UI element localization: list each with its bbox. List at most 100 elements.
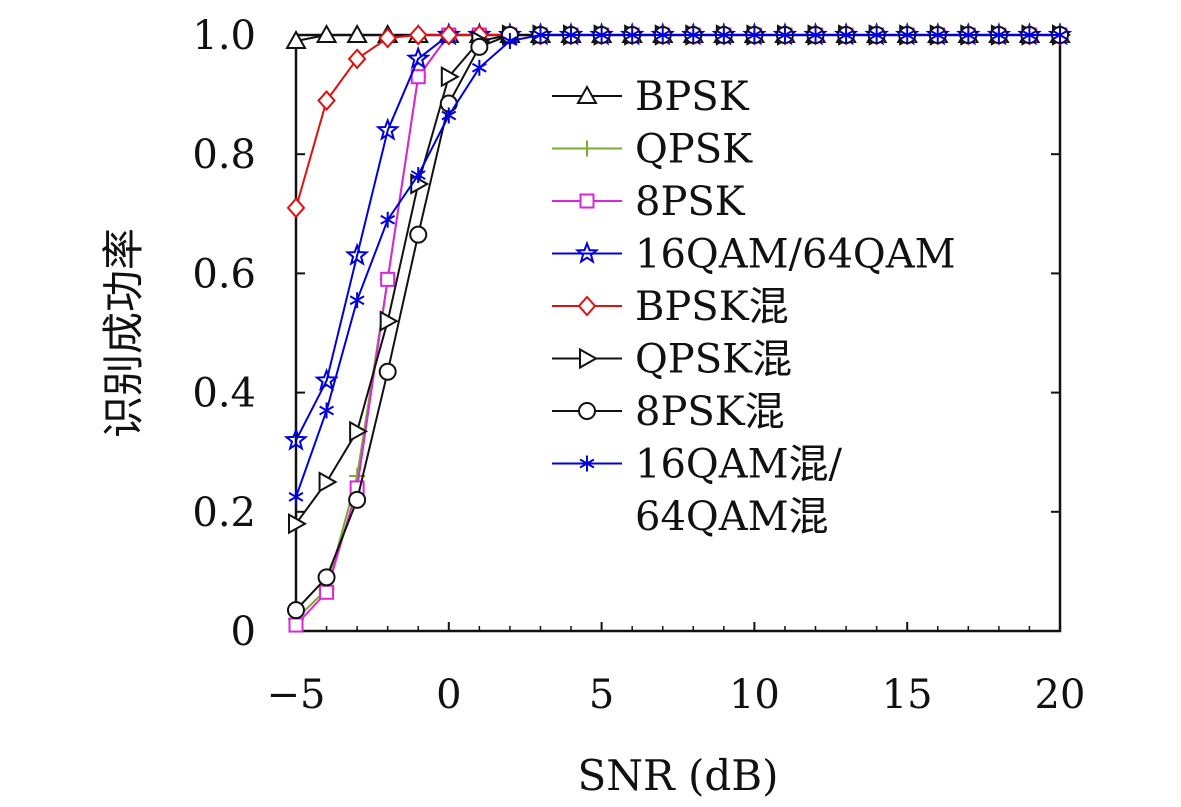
y-tick-label: 0 — [231, 609, 256, 655]
data-point — [502, 32, 518, 49]
legend-label: 8PSK混 — [635, 389, 785, 435]
legend-label: 8PSK — [635, 179, 746, 225]
data-point — [960, 27, 976, 43]
data-point — [576, 84, 598, 104]
data-point — [286, 197, 306, 219]
data-point — [317, 568, 336, 587]
legend-item: 8PSK — [552, 179, 746, 225]
legend: BPSK QPSK 8PSK 16QAM/64QAM BPSK混 QPSK混 8PSK混 16… — [552, 74, 956, 540]
legend-label: QPSK混 — [635, 337, 792, 383]
legend-item: BPSK混 — [552, 284, 789, 330]
data-point — [716, 27, 732, 43]
data-point — [344, 242, 370, 266]
data-point — [347, 48, 367, 70]
data-point — [349, 420, 369, 443]
data-point — [349, 292, 365, 309]
data-point — [899, 27, 915, 43]
data-point — [574, 240, 600, 264]
data-point — [930, 27, 946, 43]
legend-item: QPSK混 — [552, 337, 792, 383]
data-point — [777, 27, 793, 43]
data-point — [315, 23, 338, 43]
y-tick-label: 0.2 — [192, 490, 256, 536]
data-point — [869, 27, 885, 43]
data-point — [838, 27, 854, 43]
data-point — [318, 471, 338, 493]
series-16QAM混/64QAM混 — [288, 27, 1068, 505]
data-point — [380, 271, 396, 287]
data-point — [285, 29, 307, 49]
series-line — [295, 34, 1060, 498]
data-point — [578, 402, 596, 420]
data-point — [288, 488, 304, 505]
legend-item: 16QAM混/ — [552, 442, 843, 488]
data-point — [319, 402, 334, 419]
data-point — [346, 23, 368, 43]
y-tick-label: 1.0 — [192, 13, 256, 59]
x-tick-label: −5 — [267, 672, 326, 718]
data-point — [375, 117, 400, 141]
legend-label: 16QAM混/ — [635, 442, 843, 488]
data-point — [410, 167, 426, 184]
data-point — [314, 367, 339, 392]
data-point — [991, 27, 1007, 43]
data-point — [533, 27, 548, 43]
data-point — [579, 455, 595, 472]
data-point — [440, 66, 460, 88]
data-point — [655, 27, 671, 43]
legend-item: 8PSK混 — [552, 389, 785, 435]
data-point — [685, 27, 701, 43]
data-point — [1022, 27, 1037, 43]
legend-label: BPSK混 — [635, 284, 789, 330]
x-tick-label: 20 — [1035, 672, 1086, 718]
data-point — [579, 193, 595, 209]
data-point — [287, 601, 305, 620]
x-tick-label: 10 — [729, 672, 780, 718]
data-point — [441, 107, 457, 124]
data-point — [746, 27, 762, 43]
data-point — [408, 24, 428, 46]
data-point — [410, 69, 426, 85]
data-point — [348, 490, 367, 509]
legend-label: QPSK — [635, 127, 753, 173]
y-tick-label: 0.4 — [192, 371, 256, 417]
data-point — [579, 347, 599, 370]
data-point — [409, 225, 428, 244]
y-tick-label: 0.6 — [192, 251, 256, 297]
data-point — [317, 90, 336, 112]
x-tick-label: 0 — [436, 672, 461, 718]
x-axis-label: SNR (dB) — [577, 751, 778, 800]
data-point — [405, 45, 431, 70]
data-point — [319, 584, 335, 600]
data-point — [563, 27, 579, 43]
data-point — [471, 59, 487, 76]
data-point — [1052, 27, 1068, 43]
data-point — [439, 24, 459, 46]
data-point — [378, 27, 398, 49]
data-point — [579, 140, 595, 157]
y-tick-label: 0.8 — [192, 132, 256, 178]
legend-label: 64QAM混 — [635, 494, 829, 540]
legend-item: BPSK — [552, 74, 750, 120]
x-tick-label: 5 — [589, 672, 614, 718]
data-point — [594, 27, 610, 43]
legend-label: 16QAM/64QAM — [635, 232, 956, 278]
data-point — [378, 362, 397, 381]
data-point — [379, 310, 399, 332]
y-axis-label: 识别成功率 — [99, 228, 148, 438]
data-point — [380, 211, 396, 228]
legend-item: QPSK — [552, 127, 753, 173]
data-point — [288, 617, 304, 633]
legend-box — [535, 62, 1050, 547]
series-layer — [283, 22, 1073, 633]
data-point — [470, 37, 489, 56]
x-tick-label: 15 — [882, 672, 933, 718]
data-point — [624, 27, 640, 43]
data-point — [808, 27, 823, 43]
data-point — [283, 427, 309, 451]
data-point — [577, 295, 597, 317]
data-point — [288, 513, 308, 535]
legend-label: BPSK — [635, 74, 750, 120]
